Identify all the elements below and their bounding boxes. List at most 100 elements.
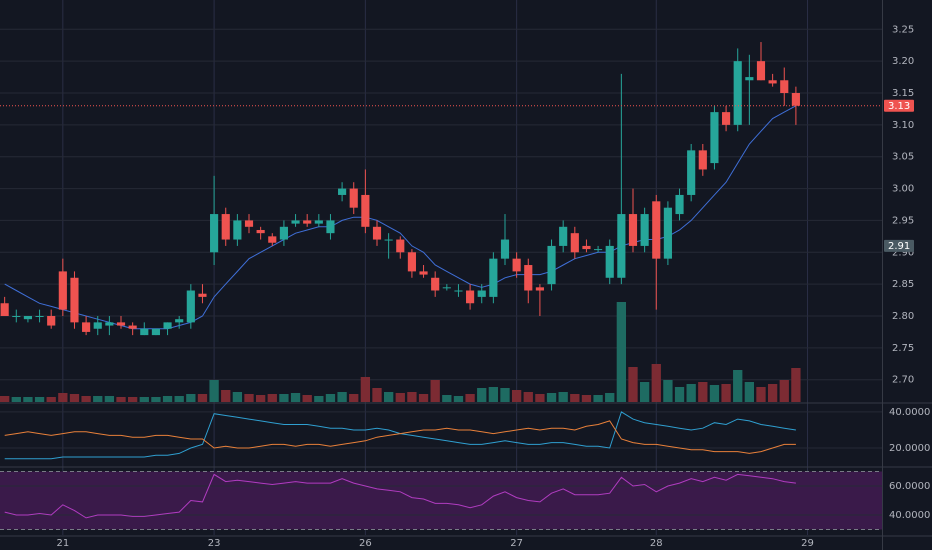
volume-bar [0, 396, 10, 402]
volume-bar [511, 390, 522, 402]
volume-bar [104, 396, 115, 402]
candle-body [524, 265, 533, 291]
candle-body [454, 290, 463, 292]
volume-bar [81, 396, 91, 402]
candle-body [47, 315, 56, 326]
volume-bar [325, 394, 336, 402]
y-tick-label: 2.90 [892, 247, 914, 258]
candle-body [198, 293, 207, 297]
candle-body [291, 220, 300, 224]
y-tick-label: 3.10 [892, 120, 914, 131]
volume-bar [349, 394, 359, 402]
candle-body [396, 239, 405, 253]
candle-body [489, 258, 498, 297]
candle-body [70, 277, 79, 323]
volume-bar [721, 384, 731, 402]
y-tick-label: 2.95 [892, 215, 914, 226]
volume-bar [337, 392, 347, 402]
candle-body [617, 214, 626, 278]
candle-body [279, 226, 288, 240]
candle-body [151, 328, 160, 336]
x-tick-label: 21 [56, 538, 69, 549]
candle-body [268, 236, 277, 243]
candle-body [535, 287, 544, 291]
candle-body [500, 239, 510, 259]
candle-body [640, 214, 649, 246]
volume-bar [127, 397, 138, 402]
candle-body [466, 290, 475, 304]
volume-bar [733, 370, 743, 402]
volume-bar [290, 393, 301, 402]
x-tick-label: 23 [208, 538, 221, 549]
candle-body [407, 252, 416, 272]
candle-body [628, 214, 638, 246]
volume-bar [11, 397, 21, 402]
volume-bar [663, 380, 673, 402]
candle-body [431, 277, 440, 291]
x-tick-label: 26 [359, 538, 372, 549]
y-tick-label: 3.25 [892, 24, 914, 35]
x-tick-label: 27 [510, 538, 523, 549]
volume-bar [744, 382, 755, 402]
candle-body [338, 188, 347, 195]
volume-bar [279, 394, 289, 402]
x-tick-label: 28 [650, 538, 663, 549]
candle-body [372, 226, 382, 240]
y-tick-label: 2.80 [892, 311, 914, 322]
volume-bar [453, 396, 464, 402]
candle-body [210, 214, 219, 253]
candle-body [570, 233, 579, 253]
candle-body [419, 271, 428, 275]
candle-body [594, 249, 603, 251]
volume-bar [302, 395, 312, 402]
volume-bar [372, 388, 382, 402]
y-tick-label: 40.0000 [889, 510, 930, 521]
volume-bar [139, 397, 149, 402]
volume-bar [442, 395, 452, 402]
volume-bar [116, 397, 126, 402]
volume-bar [674, 387, 685, 402]
candle-body [547, 245, 556, 285]
candle-body [512, 258, 521, 272]
candle-body [745, 77, 754, 81]
candle-body [582, 245, 591, 250]
y-tick-label: 3.05 [892, 152, 914, 163]
volume-bar [197, 394, 208, 402]
candle-body [687, 150, 696, 195]
y-tick-label: 20.0000 [889, 443, 930, 454]
volume-bar [500, 388, 510, 402]
y-tick-label: 40.0000 [889, 407, 930, 418]
candle-body [675, 194, 684, 215]
indicator-line [4, 473, 796, 519]
candle-body [652, 201, 661, 259]
volume-bar [255, 395, 266, 402]
volume-bar [523, 392, 533, 402]
price-badge-label: 3.13 [888, 101, 910, 112]
volume-bar [383, 392, 394, 402]
volume-bar [756, 387, 766, 402]
volume-bar [407, 392, 417, 402]
candle-body [791, 93, 800, 106]
volume-bar [418, 394, 429, 402]
volume-bar [581, 395, 592, 402]
candle-body [710, 112, 719, 164]
candle-body [0, 303, 9, 316]
candle-body [722, 112, 731, 125]
candle-body [605, 245, 614, 278]
candle-body [58, 271, 67, 310]
volume-bar [162, 396, 173, 402]
candle-body [384, 239, 393, 241]
candle-body [698, 150, 707, 170]
volume-bar [535, 394, 545, 402]
band-fill [0, 471, 882, 530]
volume-bar [709, 385, 720, 402]
volume-bar [767, 384, 778, 402]
volume-bar [546, 393, 557, 402]
volume-bar [267, 394, 277, 402]
candle-body [361, 194, 370, 227]
candle-body [116, 322, 126, 326]
y-tick-label: 3.15 [892, 88, 914, 99]
volume-bar [570, 394, 580, 402]
volume-bar [488, 387, 499, 402]
